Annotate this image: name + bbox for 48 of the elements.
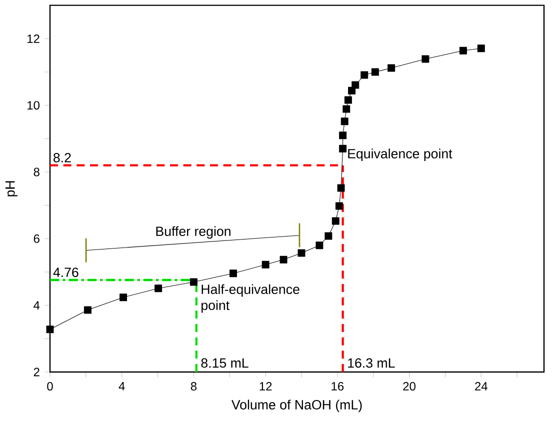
annotation: Equivalence point xyxy=(348,148,452,162)
annotation: Buffer region xyxy=(156,226,230,239)
y-tick-label: 6 xyxy=(34,234,40,243)
point xyxy=(337,184,345,192)
point xyxy=(339,144,347,152)
point xyxy=(332,217,340,225)
ref-line-label: 4.76 xyxy=(53,268,78,278)
point xyxy=(340,118,348,126)
x-tick-label: 0 xyxy=(47,382,53,391)
point xyxy=(316,242,324,250)
ref-line-label: 8.2 xyxy=(54,152,71,162)
annotation: Half-equivalence point xyxy=(202,284,300,313)
point xyxy=(360,71,368,79)
point xyxy=(280,256,288,264)
point xyxy=(342,105,350,113)
point xyxy=(352,81,360,89)
y-axis-title: pH xyxy=(6,181,18,196)
point xyxy=(120,294,128,302)
point xyxy=(84,306,92,314)
point xyxy=(422,55,430,63)
point xyxy=(344,96,352,104)
x-tick-label: 8 xyxy=(190,382,197,391)
x-axis-title: Volume of NaOH (mL) xyxy=(231,400,362,412)
x-tick-label: 16 xyxy=(332,382,344,391)
x-tick-label: 20 xyxy=(403,382,416,391)
point xyxy=(298,249,306,257)
point xyxy=(459,46,467,54)
point xyxy=(335,202,343,210)
y-tick-label: 2 xyxy=(34,368,40,376)
point xyxy=(324,232,332,240)
y-tick-label: 8 xyxy=(34,168,40,176)
y-tick-label: 4 xyxy=(34,301,40,310)
point xyxy=(190,278,198,286)
point xyxy=(339,132,347,140)
x-tick-label: 24 xyxy=(475,382,488,390)
x-tick-label: 4 xyxy=(118,382,125,390)
point xyxy=(46,326,54,334)
point xyxy=(477,44,485,52)
point xyxy=(388,64,396,72)
x-tick-label: 12 xyxy=(260,382,272,390)
point xyxy=(229,270,237,278)
point xyxy=(154,284,162,292)
y-tick-label: 10 xyxy=(28,101,40,110)
point xyxy=(262,260,270,268)
y-tick-label: 12 xyxy=(28,34,40,43)
ref-line-label: 8.15 mL xyxy=(201,358,248,368)
point xyxy=(371,68,379,76)
ref-line-label: 16.3 mL xyxy=(348,358,395,368)
